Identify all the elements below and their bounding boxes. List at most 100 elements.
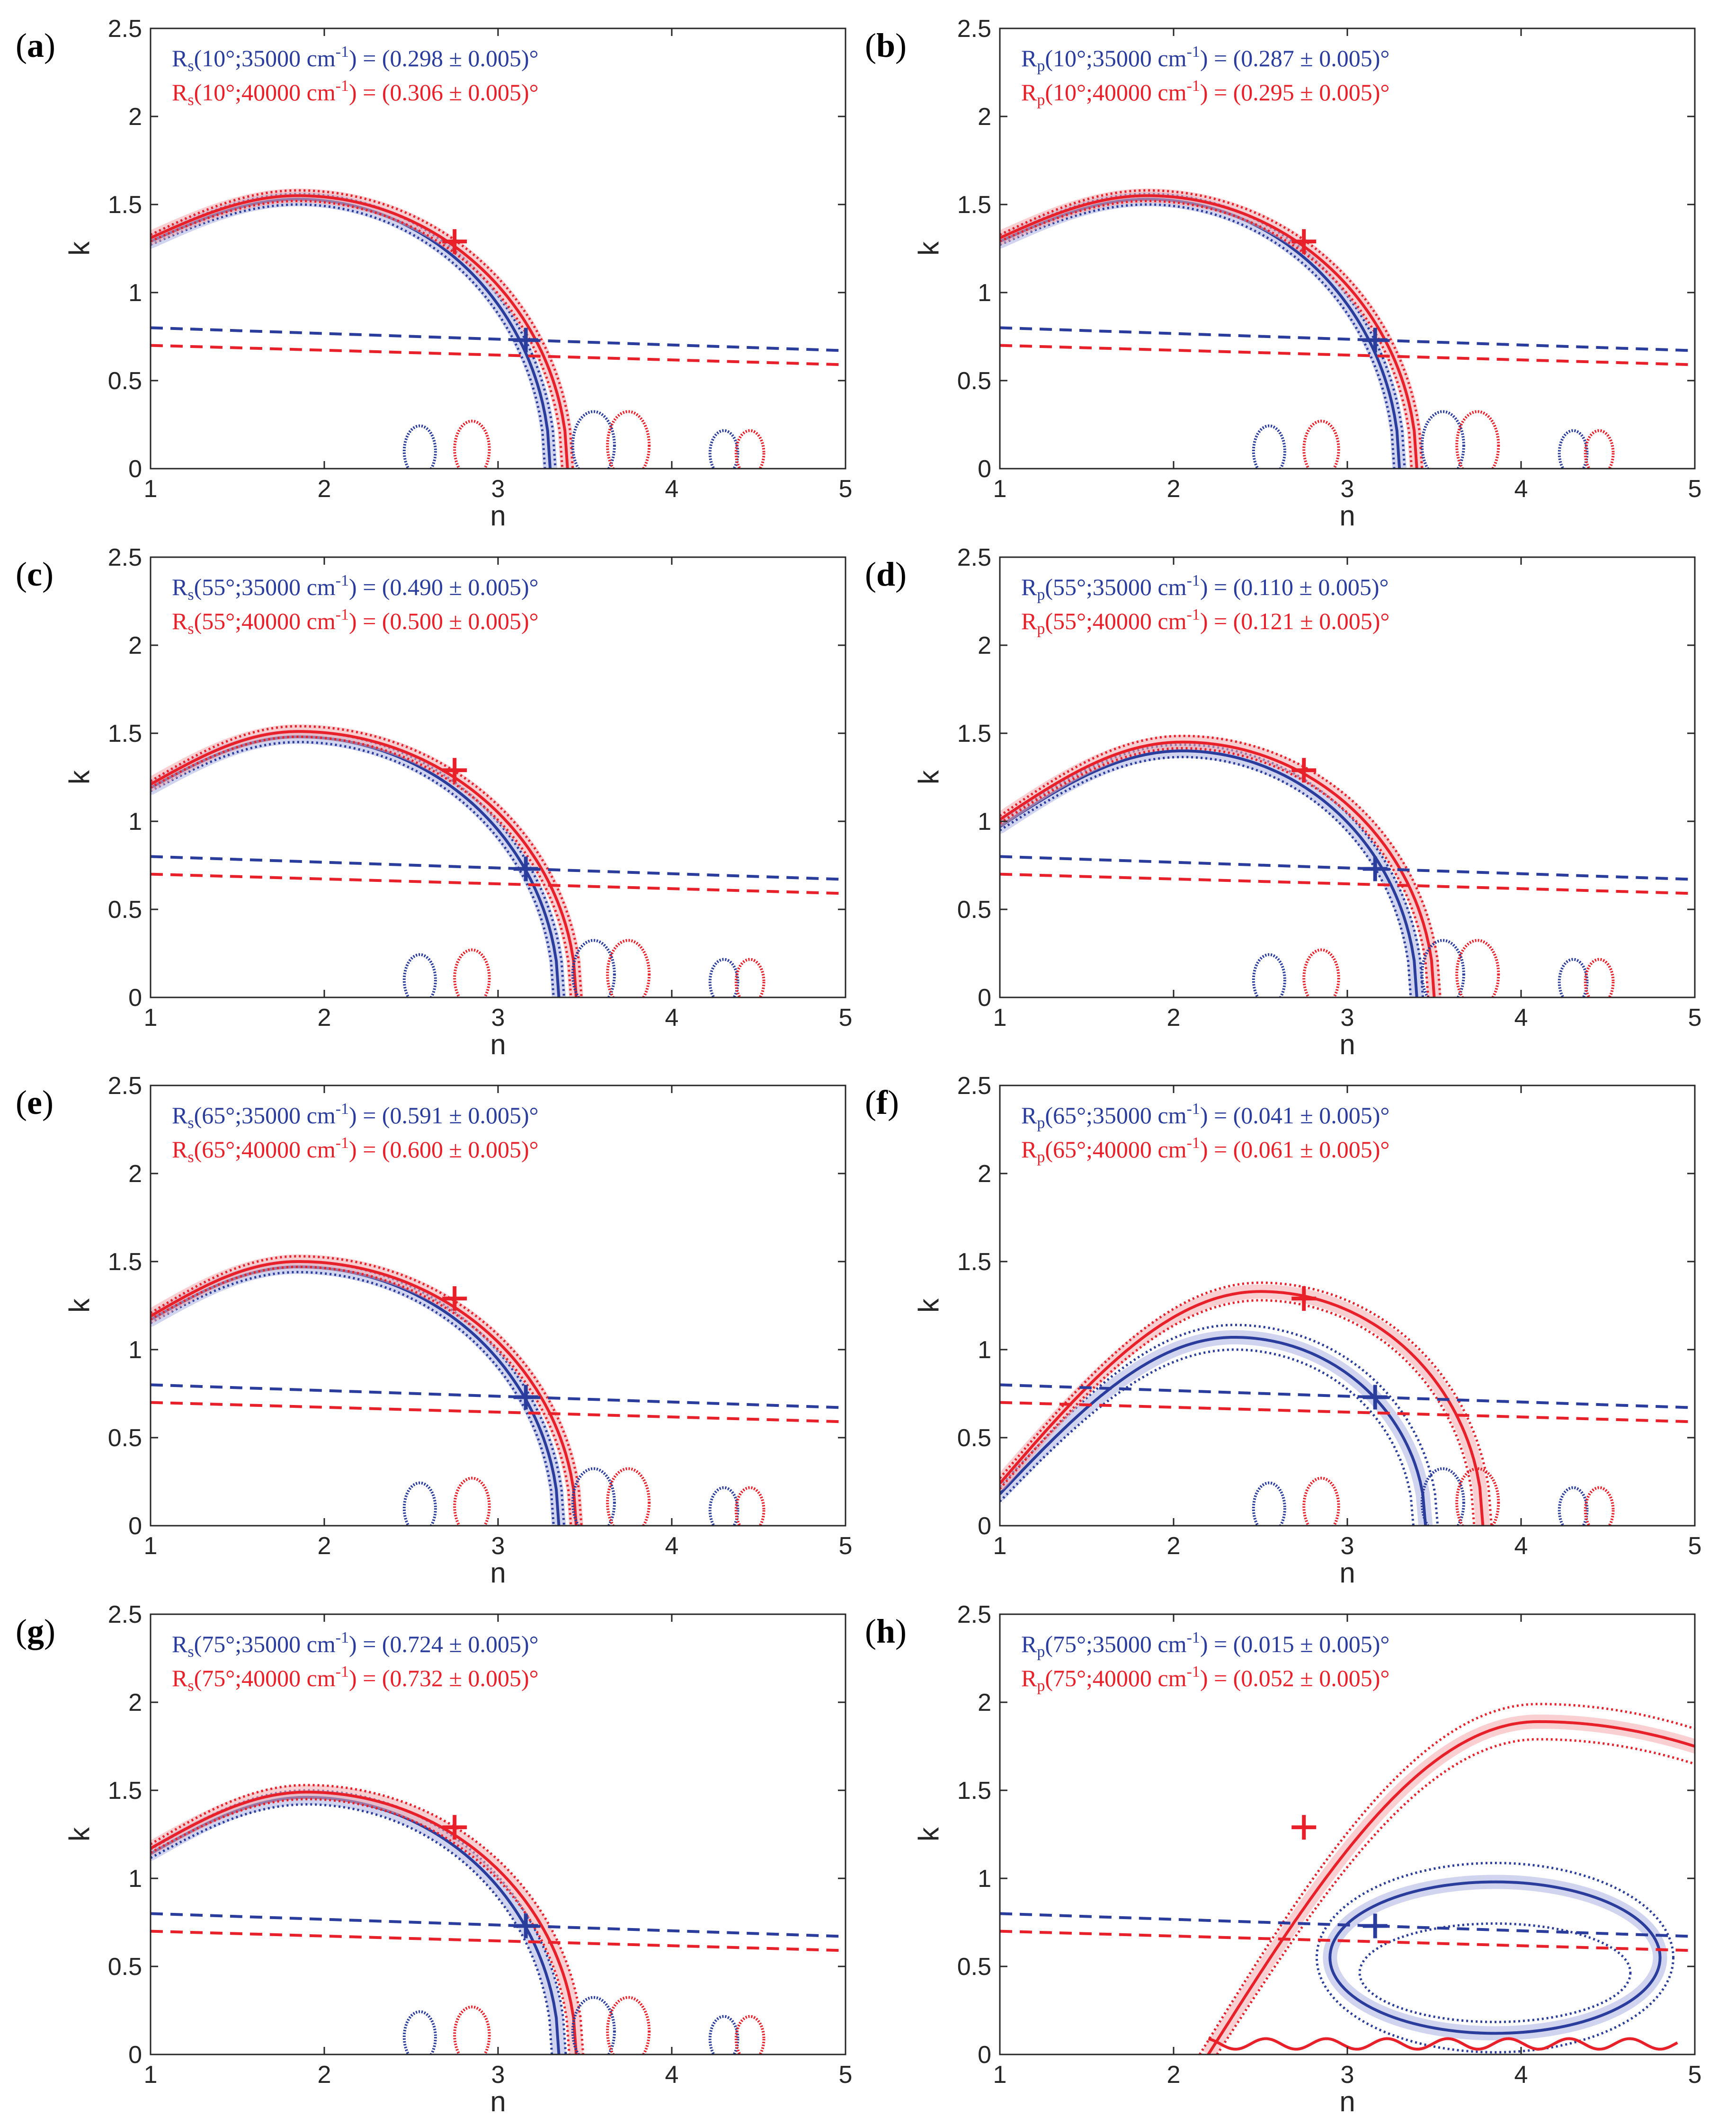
y-tick-label: 2 xyxy=(978,1689,991,1716)
ann-symbol: R xyxy=(1021,1102,1037,1129)
y-tick-label: 1.5 xyxy=(108,720,142,747)
annotation-40000: Rs(65°;40000 cm-1) = (0.600 ± 0.005)° xyxy=(172,1134,539,1166)
y-tick-label: 0.5 xyxy=(957,1953,991,1981)
ann-value: ) = (0.110 ± 0.005)° xyxy=(1200,574,1389,600)
ann-text: (75°;40000 cm xyxy=(194,1665,336,1691)
solution-loop-1 xyxy=(1302,419,1340,469)
panel-label-close: ) xyxy=(895,555,907,593)
y-tick-label: 0 xyxy=(978,1512,991,1540)
annotation-35000: Rs(65°;35000 cm-1) = (0.591 ± 0.005)° xyxy=(172,1100,539,1132)
panel-label: (c) xyxy=(16,555,53,593)
dispersion-line-1 xyxy=(1000,1401,1695,1423)
solution-loop-0 xyxy=(402,953,437,997)
ann-superscript: -1 xyxy=(1186,43,1200,61)
panel-label: (a) xyxy=(16,27,55,64)
y-tick-label: 1.5 xyxy=(957,1777,991,1805)
plot-area xyxy=(151,28,846,469)
ann-text: (55°;40000 cm xyxy=(194,608,336,634)
panel-label-close: ) xyxy=(895,1612,907,1650)
x-tick-label: 1 xyxy=(144,475,158,503)
ann-superscript: -1 xyxy=(336,77,349,95)
x-tick-label: 2 xyxy=(1167,1004,1181,1031)
plot-content xyxy=(1000,188,1695,469)
ann-subscript: p xyxy=(1037,620,1045,638)
x-tick-label: 3 xyxy=(491,475,505,503)
y-tick-label: 2.5 xyxy=(957,1072,991,1100)
panel-e: 1 2 3 4 500.511.522.5nk(e) Rs(65°;35000 cm-1)… xyxy=(16,1072,852,1589)
dispersion-line-0 xyxy=(1000,1383,1695,1409)
y-tick-label: 1.5 xyxy=(108,1248,142,1276)
x-axis-label: n xyxy=(490,2086,506,2117)
panel-label-close: ) xyxy=(42,1084,53,1121)
x-tick-label: 3 xyxy=(1341,2061,1354,2089)
solution-loop-5 xyxy=(734,2015,766,2054)
y-tick-label: 2 xyxy=(128,1689,142,1716)
ann-value: ) = (0.591 ± 0.005)° xyxy=(349,1102,539,1129)
arc-line-1 xyxy=(1000,1290,1485,1526)
x-tick-label: 3 xyxy=(491,1004,505,1031)
dispersion-line-1 xyxy=(1000,872,1695,895)
panel-label-letter: d xyxy=(876,555,895,593)
ann-value: ) = (0.287 ± 0.005)° xyxy=(1200,45,1390,71)
solution-loop-5 xyxy=(1584,958,1615,997)
arc-upper-bound-1 xyxy=(151,1784,585,2054)
ann-symbol: R xyxy=(1021,1631,1037,1657)
x-tick-label: 3 xyxy=(491,2061,505,2089)
solution-loop-0 xyxy=(1252,1481,1286,1526)
ann-text: (10°;35000 cm xyxy=(1045,45,1186,71)
ann-symbol: R xyxy=(1021,1136,1037,1163)
panel-b: 1 2 3 4 500.511.522.5nk(b) Rp(10°;35000 cm-1)… xyxy=(865,15,1701,532)
y-tick-label: 0.5 xyxy=(108,896,142,924)
y-tick-label: 1.5 xyxy=(957,191,991,219)
plot-content xyxy=(1000,735,1695,997)
y-tick-label: 1 xyxy=(128,279,142,307)
solution-loop-4 xyxy=(1558,1486,1589,1526)
ann-symbol: R xyxy=(172,79,188,106)
ann-subscript: p xyxy=(1037,1677,1045,1695)
panel-label-letter: h xyxy=(876,1612,895,1650)
y-tick-label: 2 xyxy=(128,1160,142,1188)
x-tick-label: 4 xyxy=(1514,1532,1528,1560)
x-tick-label: 1 xyxy=(144,2061,158,2089)
y-tick-label: 2 xyxy=(978,632,991,659)
solution-loop-5 xyxy=(734,429,766,469)
dispersion-line-1 xyxy=(151,1929,846,1952)
ann-text: (65°;35000 cm xyxy=(194,1102,336,1129)
arc-lower-bound-1 xyxy=(1000,200,1413,469)
solution-loop-2 xyxy=(571,410,616,469)
ann-superscript: -1 xyxy=(1186,77,1200,95)
x-tick-label: 3 xyxy=(491,1532,505,1560)
ann-symbol: R xyxy=(172,45,188,71)
ann-superscript: -1 xyxy=(336,1134,349,1152)
x-tick-label: 4 xyxy=(665,1004,679,1031)
panel-label-letter: g xyxy=(27,1612,44,1650)
solution-loop-1 xyxy=(453,948,491,997)
solution-loop-0 xyxy=(402,2010,437,2054)
x-tick-label: 3 xyxy=(1341,475,1354,503)
y-axis-label: k xyxy=(913,241,944,256)
x-tick-label: 4 xyxy=(1514,475,1528,503)
x-tick-label: 5 xyxy=(1688,475,1702,503)
y-axis-label: k xyxy=(913,770,944,784)
y-tick-label: 1.5 xyxy=(108,1777,142,1805)
ann-subscript: s xyxy=(187,1148,194,1166)
solution-loop-5 xyxy=(1584,429,1615,469)
y-tick-label: 0 xyxy=(128,1512,142,1540)
ann-value: ) = (0.052 ± 0.005)° xyxy=(1200,1665,1390,1691)
dispersion-line-1 xyxy=(1000,344,1695,366)
ann-superscript: -1 xyxy=(1186,1134,1200,1152)
ann-text: (55°;35000 cm xyxy=(194,574,336,600)
panel-label-open: ( xyxy=(865,27,876,64)
y-tick-label: 0 xyxy=(978,455,991,483)
plot-area xyxy=(1000,557,1695,997)
ann-superscript: -1 xyxy=(1186,606,1200,623)
panel-label-letter: a xyxy=(27,27,44,64)
y-tick-label: 0 xyxy=(128,984,142,1012)
arc-line-1 xyxy=(151,730,578,997)
panel-label-open: ( xyxy=(16,555,27,593)
solution-loop-0 xyxy=(1252,424,1286,469)
panel-label: (b) xyxy=(865,27,907,64)
arc-line-1 xyxy=(151,194,569,469)
arc-upper-bound-1 xyxy=(1000,189,1424,469)
ann-text: (55°;35000 cm xyxy=(1045,574,1186,600)
